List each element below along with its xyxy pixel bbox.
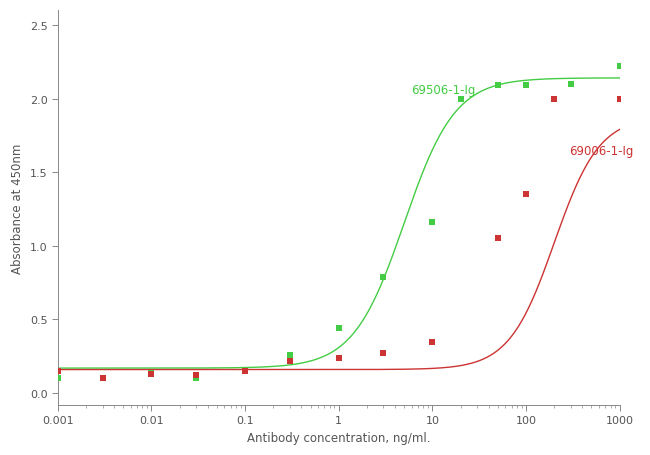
Point xyxy=(146,370,157,378)
Point xyxy=(614,63,625,71)
Point xyxy=(191,372,202,379)
Point xyxy=(98,375,108,382)
X-axis label: Antibody concentration, ng/ml.: Antibody concentration, ng/ml. xyxy=(247,431,430,444)
Point xyxy=(378,350,389,357)
Point xyxy=(614,96,625,103)
Point xyxy=(333,325,344,332)
Y-axis label: Absorbance at 450nm: Absorbance at 450nm xyxy=(11,143,24,273)
Point xyxy=(285,351,295,359)
Point xyxy=(191,375,202,382)
Point xyxy=(240,368,250,375)
Point xyxy=(378,273,389,281)
Point xyxy=(521,82,531,90)
Point xyxy=(240,368,250,375)
Point xyxy=(566,81,576,88)
Point xyxy=(333,354,344,362)
Point xyxy=(285,357,295,364)
Point xyxy=(427,219,437,227)
Point xyxy=(98,375,108,382)
Point xyxy=(53,375,63,382)
Point xyxy=(456,96,466,103)
Point xyxy=(493,235,503,243)
Point xyxy=(493,82,503,90)
Point xyxy=(549,96,560,103)
Text: 69006-1-Ig: 69006-1-Ig xyxy=(569,144,634,157)
Point xyxy=(521,191,531,198)
Text: 69506-1-Ig: 69506-1-Ig xyxy=(411,84,476,97)
Point xyxy=(146,369,157,376)
Point xyxy=(427,338,437,345)
Point xyxy=(53,368,63,375)
